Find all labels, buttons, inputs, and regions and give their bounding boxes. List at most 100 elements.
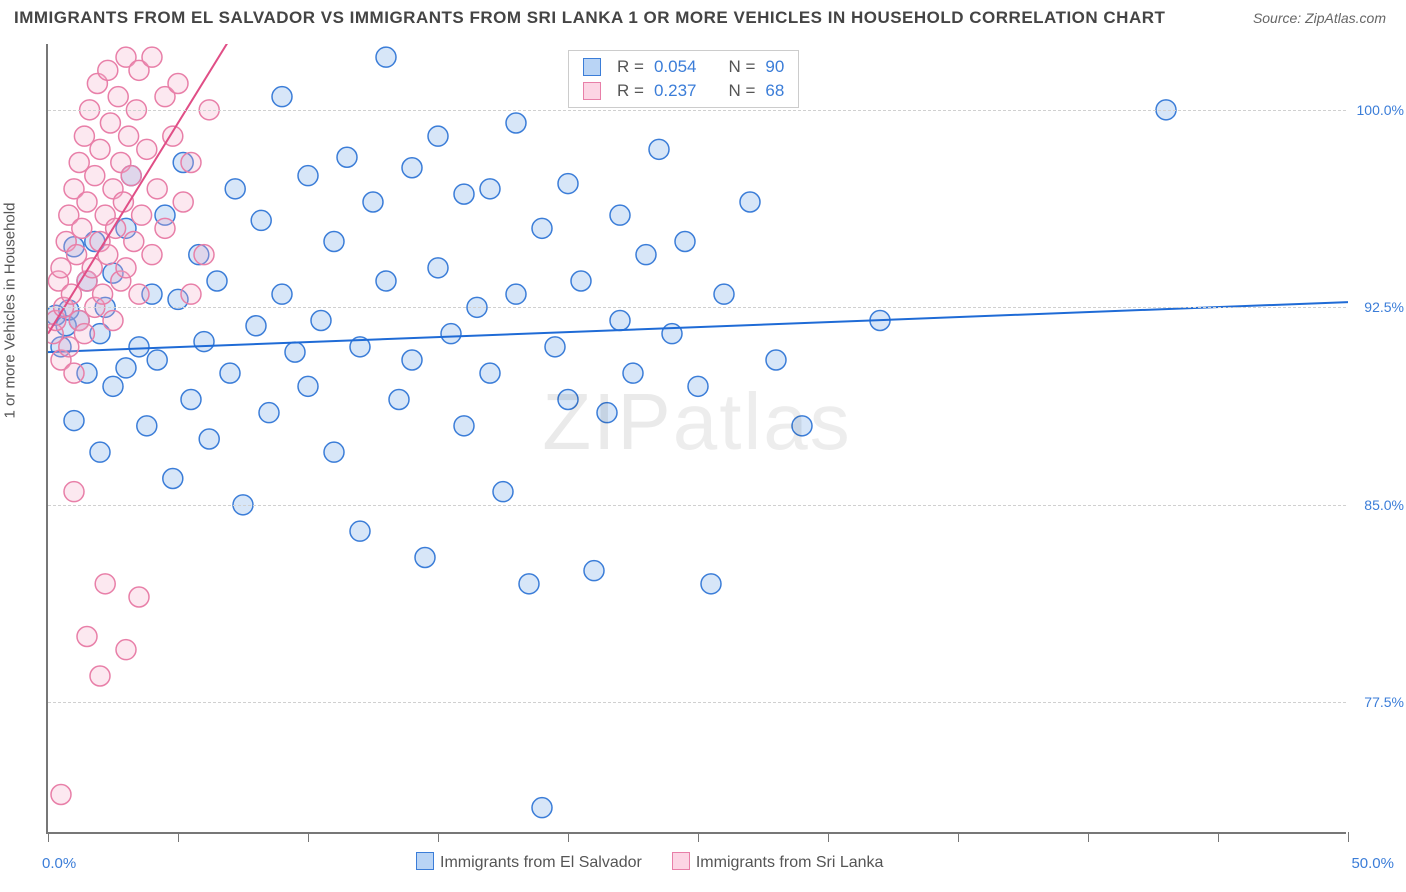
- source-name: ZipAtlas.com: [1305, 10, 1386, 26]
- data-point: [147, 350, 167, 370]
- data-point: [740, 192, 760, 212]
- legend-item: Immigrants from El Salvador: [416, 852, 642, 872]
- n-label: N =: [728, 57, 755, 77]
- y-axis-title: 1 or more Vehicles in Household: [2, 203, 19, 419]
- data-point: [480, 363, 500, 383]
- data-point: [194, 332, 214, 352]
- data-point: [251, 210, 271, 230]
- legend-swatch: [583, 82, 601, 100]
- data-point: [93, 284, 113, 304]
- x-tick: [1218, 832, 1219, 842]
- data-point: [597, 403, 617, 423]
- data-point: [85, 166, 105, 186]
- r-label: R =: [617, 81, 644, 101]
- data-point: [129, 337, 149, 357]
- data-point: [95, 574, 115, 594]
- data-point: [506, 113, 526, 133]
- gridline: [48, 307, 1346, 308]
- x-tick: [828, 832, 829, 842]
- legend-label: Immigrants from El Salvador: [440, 854, 642, 871]
- correlation-row: R =0.054N =90: [583, 55, 784, 79]
- data-point: [623, 363, 643, 383]
- data-point: [285, 342, 305, 362]
- r-label: R =: [617, 57, 644, 77]
- data-point: [649, 139, 669, 159]
- data-point: [142, 47, 162, 67]
- data-point: [72, 218, 92, 238]
- series-legend: Immigrants from El Salvador Immigrants fr…: [416, 852, 883, 872]
- data-point: [64, 363, 84, 383]
- legend-item: Immigrants from Sri Lanka: [672, 852, 884, 872]
- data-point: [181, 153, 201, 173]
- data-point: [298, 376, 318, 396]
- data-point: [324, 232, 344, 252]
- data-point: [119, 126, 139, 146]
- y-tick-label: 92.5%: [1364, 299, 1404, 315]
- data-point: [766, 350, 786, 370]
- data-point: [98, 60, 118, 80]
- data-point: [584, 561, 604, 581]
- data-point: [116, 258, 136, 278]
- data-point: [246, 316, 266, 336]
- legend-swatch: [672, 852, 690, 870]
- data-point: [662, 324, 682, 344]
- data-point: [558, 390, 578, 410]
- data-point: [675, 232, 695, 252]
- data-point: [298, 166, 318, 186]
- x-axis-max-label: 50.0%: [1351, 855, 1394, 872]
- data-point: [571, 271, 591, 291]
- data-point: [324, 442, 344, 462]
- data-point: [121, 166, 141, 186]
- x-tick: [958, 832, 959, 842]
- data-point: [181, 284, 201, 304]
- data-point: [142, 245, 162, 265]
- data-point: [173, 192, 193, 212]
- data-point: [129, 587, 149, 607]
- data-point: [124, 232, 144, 252]
- data-point: [454, 184, 474, 204]
- r-value: 0.054: [654, 57, 697, 77]
- data-point: [129, 284, 149, 304]
- data-point: [519, 574, 539, 594]
- source-attribution: Source: ZipAtlas.com: [1253, 10, 1386, 26]
- data-point: [701, 574, 721, 594]
- legend-swatch: [416, 852, 434, 870]
- trend-line: [48, 302, 1348, 352]
- data-point: [376, 271, 396, 291]
- data-point: [194, 245, 214, 265]
- data-point: [116, 640, 136, 660]
- data-point: [90, 666, 110, 686]
- y-tick-label: 85.0%: [1364, 497, 1404, 513]
- chart-title: IMMIGRANTS FROM EL SALVADOR VS IMMIGRANT…: [14, 8, 1165, 28]
- data-point: [454, 416, 474, 436]
- data-point: [350, 521, 370, 541]
- x-tick: [1088, 832, 1089, 842]
- data-point: [199, 429, 219, 449]
- data-point: [51, 785, 71, 805]
- data-point: [90, 139, 110, 159]
- data-point: [376, 47, 396, 67]
- data-point: [311, 311, 331, 331]
- x-tick: [48, 832, 49, 842]
- data-point: [259, 403, 279, 423]
- chart-area: ZIPatlas R =0.054N =90R =0.237N =68 77.5…: [46, 44, 1346, 834]
- data-point: [168, 74, 188, 94]
- data-point: [207, 271, 227, 291]
- data-point: [74, 324, 94, 344]
- data-point: [506, 284, 526, 304]
- data-point: [64, 411, 84, 431]
- y-tick-label: 100.0%: [1357, 102, 1404, 118]
- x-tick: [308, 832, 309, 842]
- data-point: [272, 284, 292, 304]
- data-point: [402, 350, 422, 370]
- r-value: 0.237: [654, 81, 697, 101]
- data-point: [415, 548, 435, 568]
- data-point: [103, 376, 123, 396]
- data-point: [77, 192, 97, 212]
- data-point: [402, 158, 422, 178]
- legend-label: Immigrants from Sri Lanka: [696, 854, 884, 871]
- data-point: [103, 311, 123, 331]
- data-point: [428, 126, 448, 146]
- data-point: [90, 442, 110, 462]
- data-point: [100, 113, 120, 133]
